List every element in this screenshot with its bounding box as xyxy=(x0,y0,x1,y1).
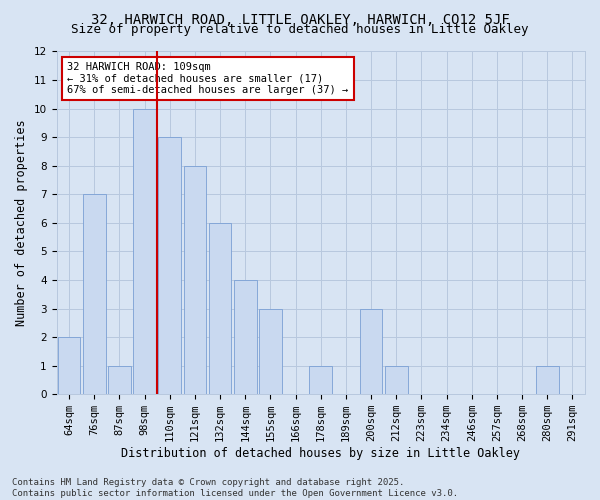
Bar xyxy=(209,223,232,394)
Text: 32, HARWICH ROAD, LITTLE OAKLEY, HARWICH, CO12 5JF: 32, HARWICH ROAD, LITTLE OAKLEY, HARWICH… xyxy=(91,12,509,26)
Bar xyxy=(133,108,156,394)
Bar xyxy=(310,366,332,394)
Bar xyxy=(385,366,407,394)
Bar xyxy=(234,280,257,394)
Text: 32 HARWICH ROAD: 109sqm
← 31% of detached houses are smaller (17)
67% of semi-de: 32 HARWICH ROAD: 109sqm ← 31% of detache… xyxy=(67,62,349,95)
Bar xyxy=(83,194,106,394)
Bar xyxy=(536,366,559,394)
Bar xyxy=(158,137,181,394)
Bar xyxy=(184,166,206,394)
Y-axis label: Number of detached properties: Number of detached properties xyxy=(15,120,28,326)
Text: Contains HM Land Registry data © Crown copyright and database right 2025.
Contai: Contains HM Land Registry data © Crown c… xyxy=(12,478,458,498)
Bar xyxy=(108,366,131,394)
Text: Size of property relative to detached houses in Little Oakley: Size of property relative to detached ho… xyxy=(71,22,529,36)
Bar xyxy=(58,337,80,394)
Bar xyxy=(360,308,382,394)
X-axis label: Distribution of detached houses by size in Little Oakley: Distribution of detached houses by size … xyxy=(121,447,520,460)
Bar xyxy=(259,308,282,394)
